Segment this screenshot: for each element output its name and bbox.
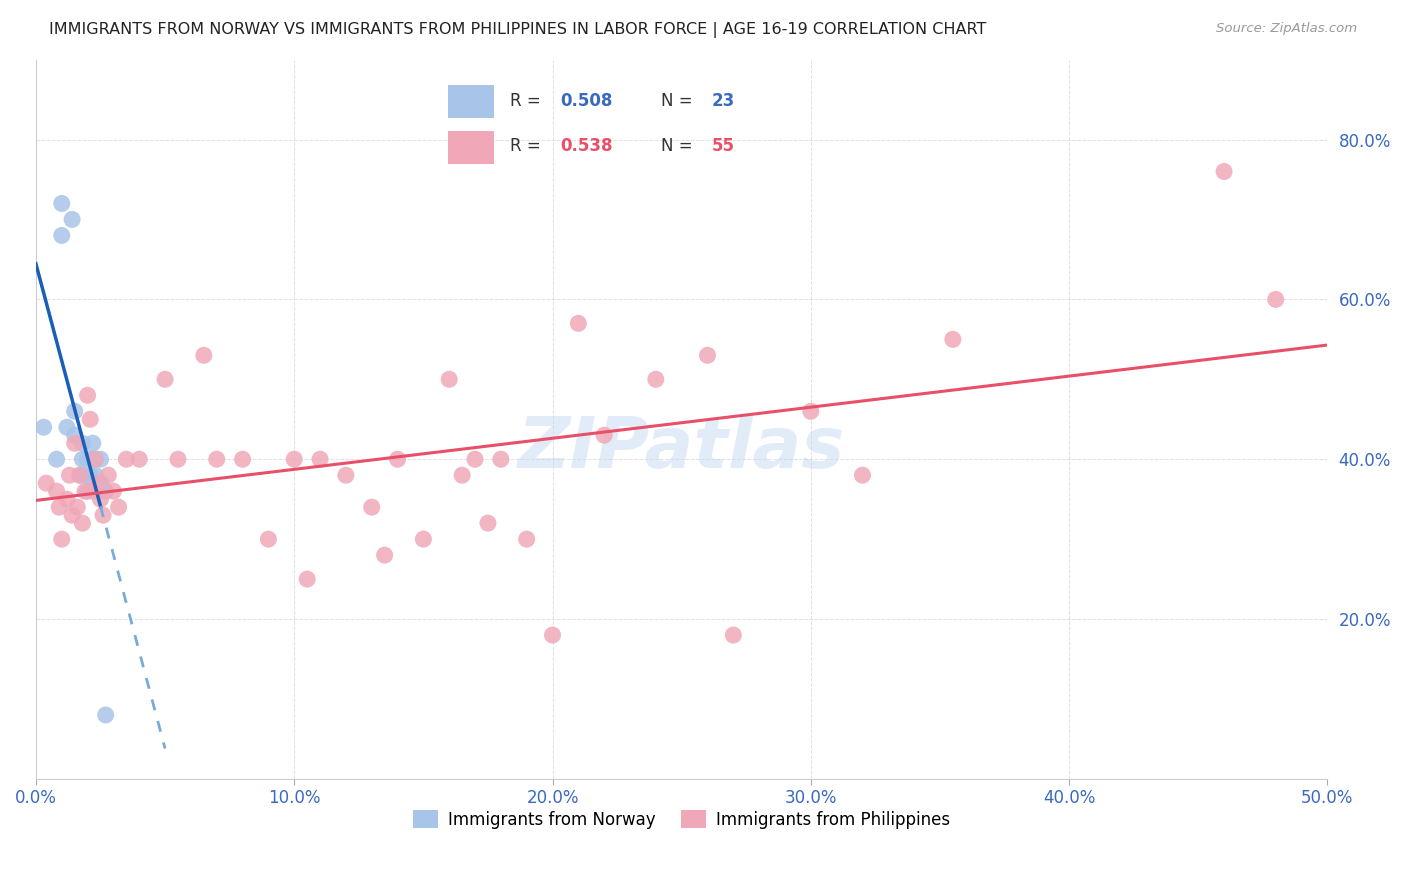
Point <box>295 572 318 586</box>
Point <box>360 500 382 515</box>
Point <box>58 468 80 483</box>
Text: IMMIGRANTS FROM NORWAY VS IMMIGRANTS FROM PHILIPPINES IN LABOR FORCE | AGE 16-19: IMMIGRANTS FROM NORWAY VS IMMIGRANTS FRO… <box>49 22 987 38</box>
Point <box>128 452 150 467</box>
Point <box>91 508 114 523</box>
Point <box>84 452 107 467</box>
Point <box>644 372 666 386</box>
Text: Source: ZipAtlas.com: Source: ZipAtlas.com <box>1216 22 1357 36</box>
Point <box>257 532 280 546</box>
Point <box>63 436 86 450</box>
Point <box>1264 293 1286 307</box>
Point <box>205 452 228 467</box>
Point <box>115 452 138 467</box>
Point <box>69 468 91 483</box>
Point <box>73 468 96 483</box>
Point <box>193 348 215 362</box>
Point <box>387 452 409 467</box>
Point <box>84 468 107 483</box>
Point <box>72 436 94 450</box>
Point <box>84 452 107 467</box>
Legend: Immigrants from Norway, Immigrants from Philippines: Immigrants from Norway, Immigrants from … <box>406 804 956 835</box>
Point <box>97 468 120 483</box>
Point <box>60 508 83 523</box>
Point <box>464 452 486 467</box>
Point <box>1213 164 1236 178</box>
Point <box>167 452 190 467</box>
Point <box>593 428 616 442</box>
Point <box>79 412 101 426</box>
Point <box>82 452 104 467</box>
Point <box>283 452 305 467</box>
Point <box>35 476 58 491</box>
Point <box>374 548 396 562</box>
Point <box>89 452 111 467</box>
Point <box>94 484 117 499</box>
Point <box>72 452 94 467</box>
Point <box>45 452 67 467</box>
Point <box>79 468 101 483</box>
Point <box>516 532 538 546</box>
Point <box>696 348 718 362</box>
Point <box>32 420 55 434</box>
Point <box>94 708 117 723</box>
Point <box>76 452 98 467</box>
Point <box>51 532 73 546</box>
Point <box>60 212 83 227</box>
Point <box>477 516 499 531</box>
Point <box>56 420 79 434</box>
Point <box>107 500 129 515</box>
Point <box>51 228 73 243</box>
Point <box>232 452 254 467</box>
Point <box>437 372 460 386</box>
Point <box>103 484 125 499</box>
Point <box>56 492 79 507</box>
Point <box>82 484 104 499</box>
Point <box>73 484 96 499</box>
Point <box>451 468 474 483</box>
Point <box>567 316 589 330</box>
Point <box>153 372 176 386</box>
Point <box>63 428 86 442</box>
Point <box>87 476 110 491</box>
Point <box>89 476 111 491</box>
Point <box>335 468 357 483</box>
Point <box>723 628 745 642</box>
Point <box>489 452 512 467</box>
Point <box>76 388 98 402</box>
Point <box>309 452 332 467</box>
Point <box>541 628 564 642</box>
Point <box>942 332 965 346</box>
Point <box>412 532 434 546</box>
Point <box>851 468 873 483</box>
Point <box>800 404 823 418</box>
Point <box>76 484 98 499</box>
Point <box>51 196 73 211</box>
Point <box>48 500 70 515</box>
Point <box>89 492 111 507</box>
Point <box>66 500 89 515</box>
Text: ZIPatlas: ZIPatlas <box>517 414 845 483</box>
Point <box>69 468 91 483</box>
Point <box>82 436 104 450</box>
Point <box>72 516 94 531</box>
Point <box>45 484 67 499</box>
Point <box>63 404 86 418</box>
